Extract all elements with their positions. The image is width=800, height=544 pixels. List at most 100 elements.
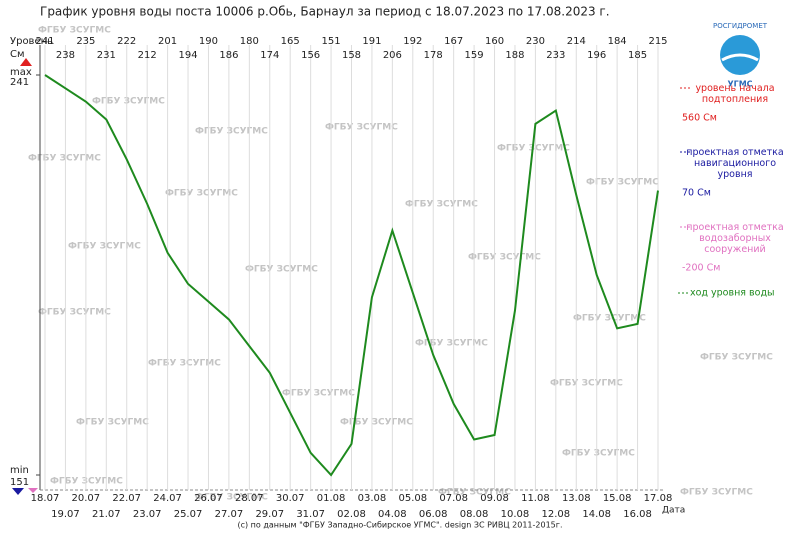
watermark: ФГБУ ЗСУГМС (550, 379, 623, 389)
x-tick-label: 14.08 (582, 509, 611, 520)
value-label: 215 (648, 36, 667, 47)
value-label: 214 (567, 36, 586, 47)
watermark: ФГБУ ЗСУГМС (282, 389, 355, 399)
x-tick-label: 24.07 (153, 493, 182, 504)
value-label: 160 (485, 36, 504, 47)
watermark: ФГБУ ЗСУГМС (195, 493, 268, 503)
watermark: ФГБУ ЗСУГМС (415, 339, 488, 349)
legend-level: 560 См (682, 113, 717, 124)
value-label: 190 (199, 36, 218, 47)
value-label: 235 (76, 36, 95, 47)
y-tick-label: 151 (10, 477, 29, 488)
watermark: ФГБУ ЗСУГМС (700, 353, 773, 363)
watermark: ФГБУ ЗСУГМС (195, 127, 268, 137)
legend-level: 70 См (682, 188, 711, 199)
max-marker (20, 58, 32, 66)
x-tick-label: 17.08 (644, 493, 673, 504)
y-tick-label: 241 (10, 77, 29, 88)
x-tick-label: 04.08 (378, 509, 407, 520)
watermark: ФГБУ ЗСУГМС (586, 178, 659, 188)
x-tick-label: 23.07 (133, 509, 162, 520)
watermark: ФГБУ ЗСУГМС (38, 26, 111, 36)
value-label: 188 (505, 50, 524, 61)
x-tick-label: 05.08 (398, 493, 427, 504)
x-tick-label: 02.08 (337, 509, 366, 520)
value-label: 212 (138, 50, 157, 61)
logo-sub: УГМС (727, 80, 752, 89)
x-tick-label: 28.07 (235, 493, 264, 504)
x-tick-label: 01.08 (317, 493, 346, 504)
y-axis-unit: См (10, 49, 25, 60)
logo-wave (721, 53, 759, 62)
x-tick-label: 11.08 (521, 493, 550, 504)
watermark: ФГБУ ЗСУГМС (165, 189, 238, 199)
value-label: 178 (424, 50, 443, 61)
intake-marker (28, 488, 38, 493)
x-axis-label: Дата (662, 506, 685, 516)
legend-label: проектная отметка водозаборных сооружений (686, 222, 783, 255)
watermark: ФГБУ ЗСУГМС (92, 97, 165, 107)
value-label: 151 (322, 36, 341, 47)
legend-level: -200 См (682, 263, 720, 274)
value-label: 241 (35, 36, 54, 47)
x-tick-label: 10.08 (501, 509, 530, 520)
watermark: ФГБУ ЗСУГМС (245, 265, 318, 275)
x-tick-label: 08.08 (460, 509, 489, 520)
watermark: ФГБУ ЗСУГМС (68, 242, 141, 252)
watermark: ФГБУ ЗСУГМС (680, 488, 753, 498)
x-tick-label: 31.07 (296, 509, 325, 520)
x-tick-label: 16.08 (623, 509, 652, 520)
watermark: ФГБУ ЗСУГМС (38, 308, 111, 318)
watermark: ФГБУ ЗСУГМС (438, 488, 511, 498)
value-label: 174 (260, 50, 279, 61)
legend-label: ход уровня воды (690, 288, 775, 299)
value-label: 165 (281, 36, 300, 47)
value-label: 159 (465, 50, 484, 61)
footer: (c) по данным "ФГБУ Западно-Сибирское УГ… (237, 521, 562, 530)
value-label: 158 (342, 50, 361, 61)
value-label: 194 (178, 50, 197, 61)
min-marker (12, 488, 24, 495)
y-axis-label: Уровень (10, 36, 53, 47)
logo-text: РОСГИДРОМЕТ (713, 22, 768, 30)
value-label: 184 (608, 36, 627, 47)
x-tick-label: 21.07 (92, 509, 121, 520)
x-tick-label: 22.07 (112, 493, 141, 504)
x-tick-label: 27.07 (215, 509, 244, 520)
x-tick-label: 15.08 (603, 493, 632, 504)
value-label: 167 (444, 36, 463, 47)
x-tick-label: 30.07 (276, 493, 305, 504)
watermark: ФГБУ ЗСУГМС (405, 200, 478, 210)
max-label: max (10, 67, 32, 78)
value-label: 196 (587, 50, 606, 61)
watermark: ФГБУ ЗСУГМС (148, 359, 221, 369)
x-tick-label: 03.08 (358, 493, 387, 504)
x-tick-label: 29.07 (255, 509, 284, 520)
value-label: 238 (56, 50, 75, 61)
logo: РОСГИДРОМЕТ УГМС (713, 22, 768, 89)
watermark: ФГБУ ЗСУГМС (340, 418, 413, 428)
legend-label: проектная отметка навигационного уровня (686, 147, 783, 180)
watermark: ФГБУ ЗСУГМС (28, 154, 101, 164)
watermark: ФГБУ ЗСУГМС (325, 123, 398, 133)
x-tick-label: 07.08 (439, 493, 468, 504)
watermark: ФГБУ ЗСУГМС (573, 314, 646, 324)
value-label: 201 (158, 36, 177, 47)
value-label: 233 (546, 50, 565, 61)
watermark: ФГБУ ЗСУГМС (76, 418, 149, 428)
value-label: 206 (383, 50, 402, 61)
legend-label: уровень начала подтопления (695, 83, 774, 105)
x-tick-label: 19.07 (51, 509, 80, 520)
watermark: ФГБУ ЗСУГМС (468, 253, 541, 263)
x-tick-label: 12.08 (542, 509, 571, 520)
value-label: 186 (219, 50, 238, 61)
x-tick-label: 09.08 (480, 493, 509, 504)
value-label: 156 (301, 50, 320, 61)
x-tick-label: 20.07 (72, 493, 101, 504)
min-label: min (10, 465, 29, 476)
value-label: 185 (628, 50, 647, 61)
plot: 151 241 18.07 19.07 20.07 21.07 22.07 23.07 24.0… (10, 36, 784, 520)
watermark: ФГБУ ЗСУГМС (50, 477, 123, 487)
